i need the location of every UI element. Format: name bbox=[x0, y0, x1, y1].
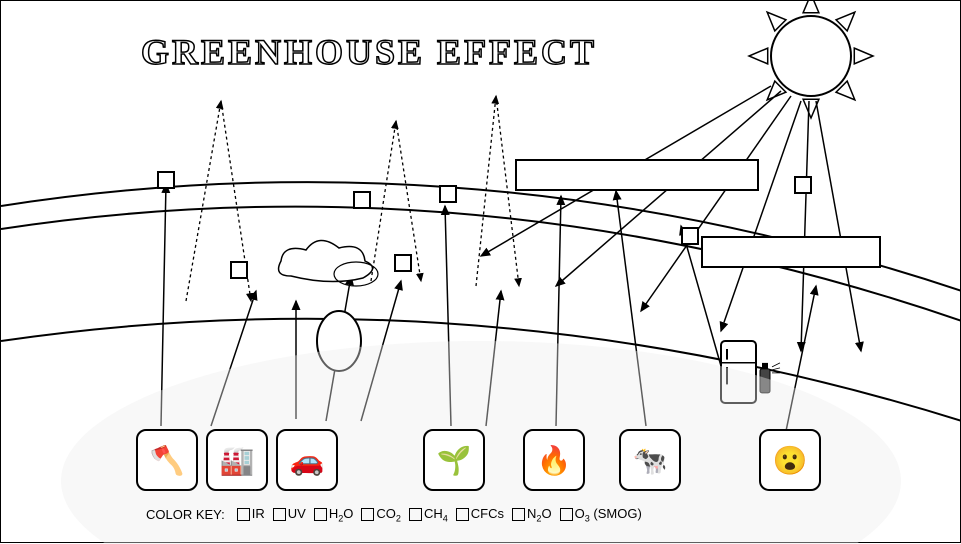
color-key-box[interactable] bbox=[456, 508, 469, 521]
factory-icon: 🏭 bbox=[206, 429, 268, 491]
water-droplet-icon bbox=[317, 311, 361, 371]
color-key: COLOR KEY: IR UV H2O CO2 CH4 CFCs N2O O3 (SMOG) bbox=[146, 506, 642, 524]
color-key-item: CFCs bbox=[471, 506, 504, 521]
color-key-box[interactable] bbox=[361, 508, 374, 521]
color-key-box[interactable] bbox=[314, 508, 327, 521]
diagram-checkbox-4[interactable] bbox=[439, 185, 457, 203]
cloud-icon bbox=[279, 240, 378, 286]
diagram-checkbox-2[interactable] bbox=[353, 191, 371, 209]
diagram-checkbox-6[interactable] bbox=[794, 176, 812, 194]
sun-icon bbox=[749, 1, 873, 118]
car-icon: 🚗 bbox=[276, 429, 338, 491]
fertilizer-icon: 🌱 bbox=[423, 429, 485, 491]
atmosphere-arcs bbox=[1, 182, 961, 421]
color-key-item: IR bbox=[252, 506, 265, 521]
diagram-checkbox-1[interactable] bbox=[230, 261, 248, 279]
diagram-checkbox-0[interactable] bbox=[157, 171, 175, 189]
diagram-checkbox-5[interactable] bbox=[681, 227, 699, 245]
blank-label-0[interactable] bbox=[515, 159, 759, 191]
cow-icon: 🐄 bbox=[619, 429, 681, 491]
color-key-item: UV bbox=[288, 506, 306, 521]
color-key-box[interactable] bbox=[409, 508, 422, 521]
logging-icon: 🪓 bbox=[136, 429, 198, 491]
fire-icon: 🔥 bbox=[523, 429, 585, 491]
color-key-item: O3 (SMOG) bbox=[575, 506, 642, 524]
diagram-title: GREENHOUSE EFFECT bbox=[141, 31, 597, 73]
color-key-item: N2O bbox=[527, 506, 552, 524]
color-key-item: CH4 bbox=[424, 506, 448, 524]
color-key-item: H2O bbox=[329, 506, 354, 524]
fridge-icon bbox=[721, 341, 780, 403]
color-key-box[interactable] bbox=[512, 508, 525, 521]
breathing-icon: 😮 bbox=[759, 429, 821, 491]
color-key-box[interactable] bbox=[273, 508, 286, 521]
color-key-box[interactable] bbox=[237, 508, 250, 521]
color-key-label: COLOR KEY: bbox=[146, 507, 225, 522]
color-key-item: CO2 bbox=[376, 506, 401, 524]
color-key-box[interactable] bbox=[560, 508, 573, 521]
blank-label-1[interactable] bbox=[701, 236, 881, 268]
diagram-checkbox-3[interactable] bbox=[394, 254, 412, 272]
